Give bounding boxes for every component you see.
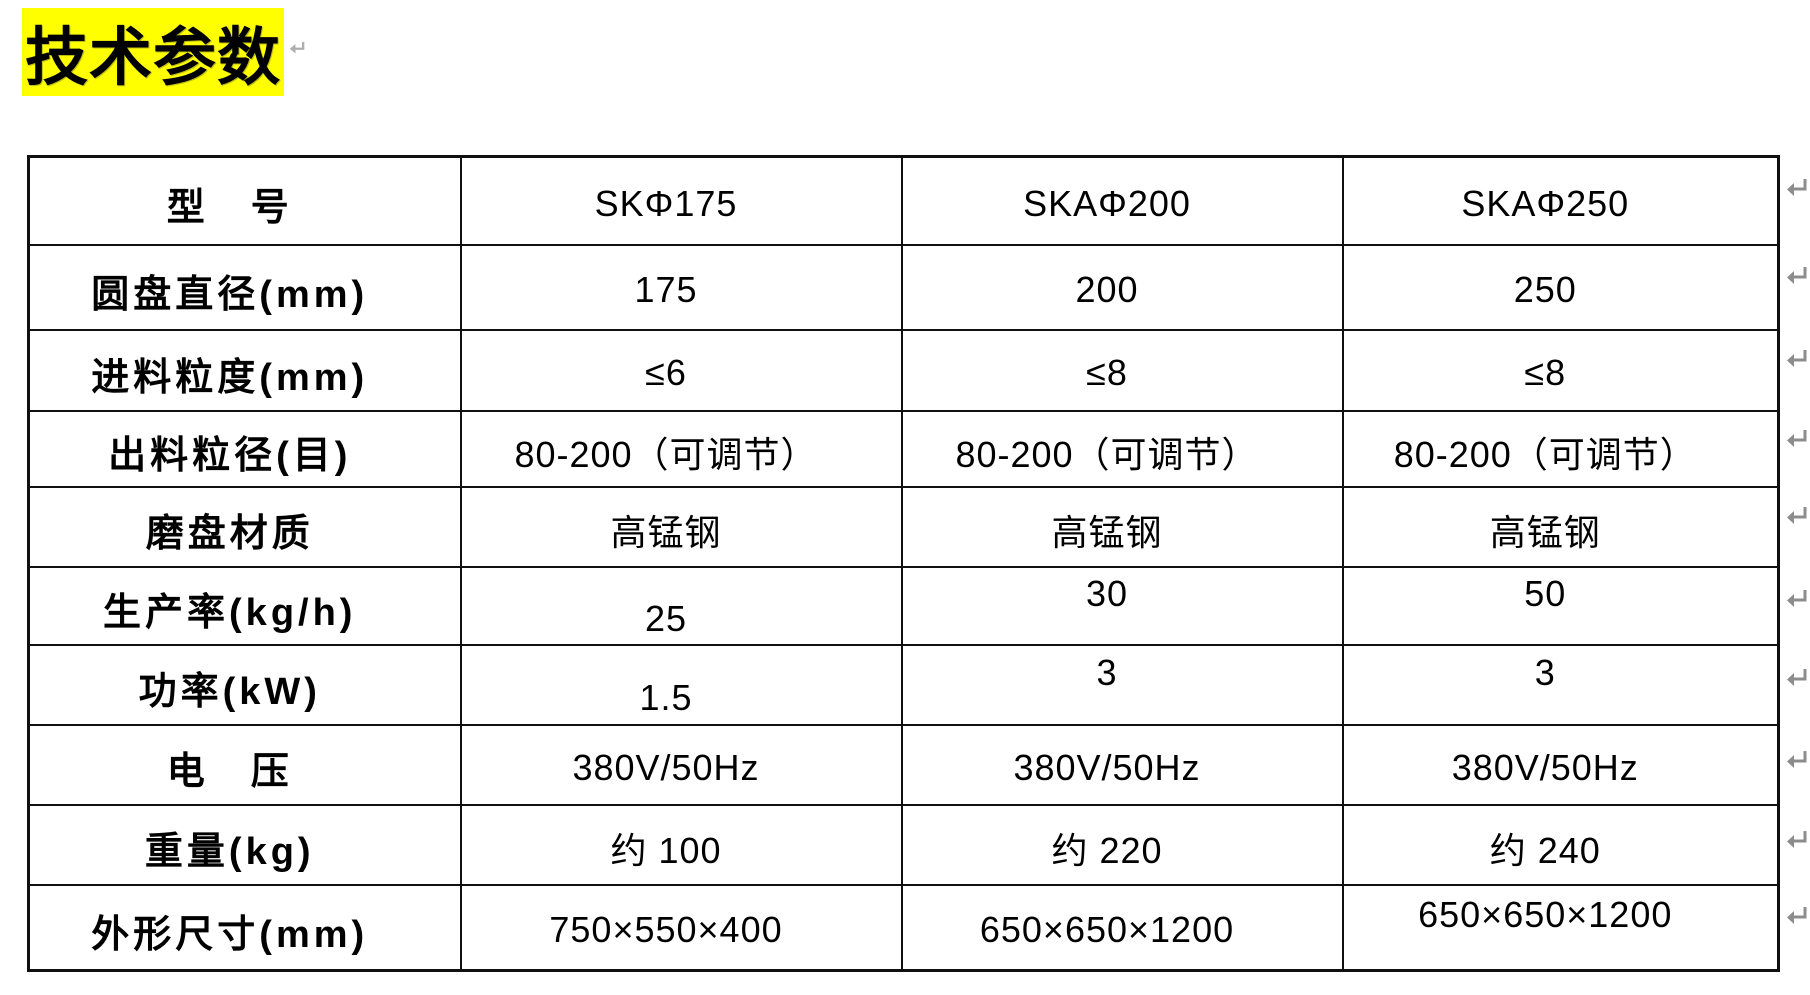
row-label: 电 压 — [27, 723, 462, 806]
spec-value: 80-200（可调节） — [900, 409, 1344, 488]
table-row: 重量(kg) 约 100 约 220 约 240 — [27, 803, 1780, 886]
row-label: 重量(kg) — [27, 803, 462, 886]
spec-value: 3 — [900, 643, 1344, 726]
spec-value: 380V/50Hz — [1341, 723, 1780, 806]
row-label: 进料粒度(mm) — [27, 328, 462, 412]
page-title-highlight: 技术参数 — [22, 8, 284, 96]
row-label: 磨盘材质 — [27, 485, 462, 568]
return-mark-icon — [1787, 831, 1807, 848]
spec-value: 380V/50Hz — [900, 723, 1344, 806]
return-mark-icon — [1787, 669, 1807, 686]
return-mark-icon — [1787, 590, 1807, 607]
table-row: 进料粒度(mm) ≤6 ≤8 ≤8 — [27, 328, 1780, 412]
spec-value: 高锰钢 — [459, 485, 903, 568]
row-label: 型 号 — [27, 155, 462, 246]
return-mark-icon — [1787, 179, 1807, 196]
spec-value: 约 100 — [459, 803, 903, 886]
spec-value: 50 — [1341, 565, 1780, 646]
table-row: 生产率(kg/h) 25 30 50 — [27, 565, 1780, 646]
return-mark-icon — [1787, 507, 1807, 524]
table-row: 电 压 380V/50Hz 380V/50Hz 380V/50Hz — [27, 723, 1780, 806]
table-row: 型 号 SKΦ175 SKAΦ200 SKAΦ250 — [27, 155, 1780, 246]
return-mark-icon — [1787, 430, 1807, 447]
row-label: 生产率(kg/h) — [27, 565, 462, 646]
spec-value: 高锰钢 — [900, 485, 1344, 568]
spec-value: 高锰钢 — [1341, 485, 1780, 568]
spec-value: 25 — [459, 565, 903, 646]
spec-value: SKΦ175 — [459, 155, 903, 246]
spec-value: 175 — [459, 243, 903, 331]
row-label: 出料粒径(目) — [27, 409, 462, 488]
table-row: 功率(kW) 1.5 3 3 — [27, 643, 1780, 726]
return-mark-icon — [1787, 350, 1807, 367]
spec-value: 30 — [900, 565, 1344, 646]
spec-value: SKAΦ250 — [1341, 155, 1780, 246]
table-row: 圆盘直径(mm) 175 200 250 — [27, 243, 1780, 331]
table-row: 出料粒径(目) 80-200（可调节） 80-200（可调节） 80-200（可… — [27, 409, 1780, 488]
spec-value: 380V/50Hz — [459, 723, 903, 806]
spec-value: 1.5 — [459, 643, 903, 726]
spec-value: 250 — [1341, 243, 1780, 331]
spec-value: SKAΦ200 — [900, 155, 1344, 246]
return-mark-icon — [1787, 751, 1807, 768]
spec-value: ≤8 — [900, 328, 1344, 412]
spec-value: 约 220 — [900, 803, 1344, 886]
row-label: 外形尺寸(mm) — [27, 883, 462, 972]
spec-value: 80-200（可调节） — [1341, 409, 1780, 488]
table-row: 外形尺寸(mm) 750×550×400 650×650×1200 650×65… — [27, 883, 1780, 972]
spec-value: 200 — [900, 243, 1344, 331]
spec-value: 750×550×400 — [459, 883, 903, 972]
spec-value: 约 240 — [1341, 803, 1780, 886]
spec-value: 650×650×1200 — [900, 883, 1344, 972]
spec-value: 80-200（可调节） — [459, 409, 903, 488]
page-title: 技术参数 — [25, 22, 281, 93]
spec-value: 650×650×1200 — [1341, 883, 1780, 972]
row-label: 功率(kW) — [27, 643, 462, 726]
spec-value: ≤6 — [459, 328, 903, 412]
return-mark-icon — [1787, 907, 1807, 924]
spec-value: ≤8 — [1341, 328, 1780, 412]
return-mark-icon — [1787, 267, 1807, 284]
row-label: 圆盘直径(mm) — [27, 243, 462, 331]
spec-value: 3 — [1341, 643, 1780, 726]
spec-table: 型 号 SKΦ175 SKAΦ200 SKAΦ250 圆盘直径(mm) 175 … — [27, 155, 1780, 972]
table-row: 磨盘材质 高锰钢 高锰钢 高锰钢 — [27, 485, 1780, 568]
return-mark-icon — [289, 41, 305, 54]
